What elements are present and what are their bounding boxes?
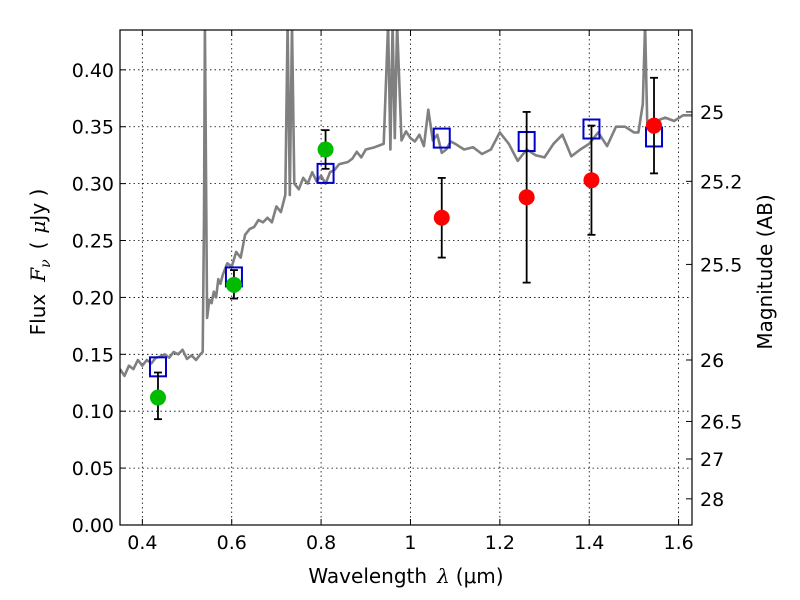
y-axis-label-unit: Jy ) xyxy=(26,189,50,223)
x-axis-label-text: Wavelength xyxy=(308,564,427,588)
data-point xyxy=(518,189,535,206)
y-axis-label-text: Flux xyxy=(26,294,50,336)
data-point-with-error xyxy=(433,177,450,259)
data-point-with-error xyxy=(646,76,663,175)
data-point-with-error xyxy=(317,129,334,170)
right-axis-label: Magnitude (AB) xyxy=(753,194,777,349)
y-axis-label-symbol: F xyxy=(26,267,50,283)
mag-tick-label: 28 xyxy=(700,489,724,511)
mag-tick-label: 25 xyxy=(700,102,724,124)
data-point-with-error xyxy=(518,111,535,284)
data-point-with-error xyxy=(583,124,600,236)
y-tick-label: 0.05 xyxy=(72,458,114,480)
mag-tick-label: 25.5 xyxy=(700,254,742,276)
y-tick-label: 0.20 xyxy=(72,287,114,309)
data-point xyxy=(149,389,166,406)
x-axis-label-symbol: λ xyxy=(436,564,450,588)
y-axis-label-mu: μ xyxy=(26,221,50,234)
x-tick-label: 0.4 xyxy=(127,532,157,554)
mag-tick-label: 25.2 xyxy=(700,171,742,193)
x-axis-label-unit: (μm) xyxy=(456,564,504,588)
y-tick-label: 0.35 xyxy=(72,117,114,139)
data-point-with-error xyxy=(149,371,166,421)
axis-ticks: 0.4 0.6 0.8 1 1.2 1.4 1.6 0.00 0.05 0.10 0.15 0.20 0… xyxy=(72,30,742,554)
mag-tick-label: 26 xyxy=(700,350,724,372)
y-tick-label: 0.00 xyxy=(72,515,114,537)
x-tick-label: 1.2 xyxy=(485,532,515,554)
x-tick-label: 1 xyxy=(404,532,416,554)
y-axis-label: Flux Fν ( μJy ) xyxy=(26,189,54,336)
data-point xyxy=(433,209,450,226)
marker-layer xyxy=(148,76,664,421)
spectrum-line xyxy=(120,30,692,378)
mag-tick-label: 27 xyxy=(700,449,724,471)
y-axis-label-subscript: ν xyxy=(38,259,54,268)
mag-tick-label: 26.5 xyxy=(700,411,742,433)
data-point xyxy=(583,172,600,189)
data-point xyxy=(646,117,663,134)
y-tick-label: 0.15 xyxy=(72,344,114,366)
plot-frame xyxy=(119,29,693,526)
x-tick-label: 1.6 xyxy=(663,532,693,554)
x-axis-label: Wavelength λ (μm) xyxy=(308,564,503,588)
y-tick-label: 0.40 xyxy=(72,60,114,82)
y-axis-label-open-paren: ( xyxy=(26,242,50,250)
x-tick-label: 0.8 xyxy=(306,532,336,554)
data-point xyxy=(317,141,334,158)
plot-background xyxy=(120,30,692,525)
y-tick-label: 0.25 xyxy=(72,231,114,253)
y-tick-label: 0.30 xyxy=(72,174,114,196)
x-tick-label: 1.4 xyxy=(574,532,604,554)
data-point-with-error xyxy=(225,269,242,300)
data-point xyxy=(225,276,242,293)
x-tick-label: 0.6 xyxy=(217,532,247,554)
y-tick-label: 0.10 xyxy=(72,401,114,423)
spectrum-layer xyxy=(120,30,692,378)
model-square-point xyxy=(432,127,451,149)
